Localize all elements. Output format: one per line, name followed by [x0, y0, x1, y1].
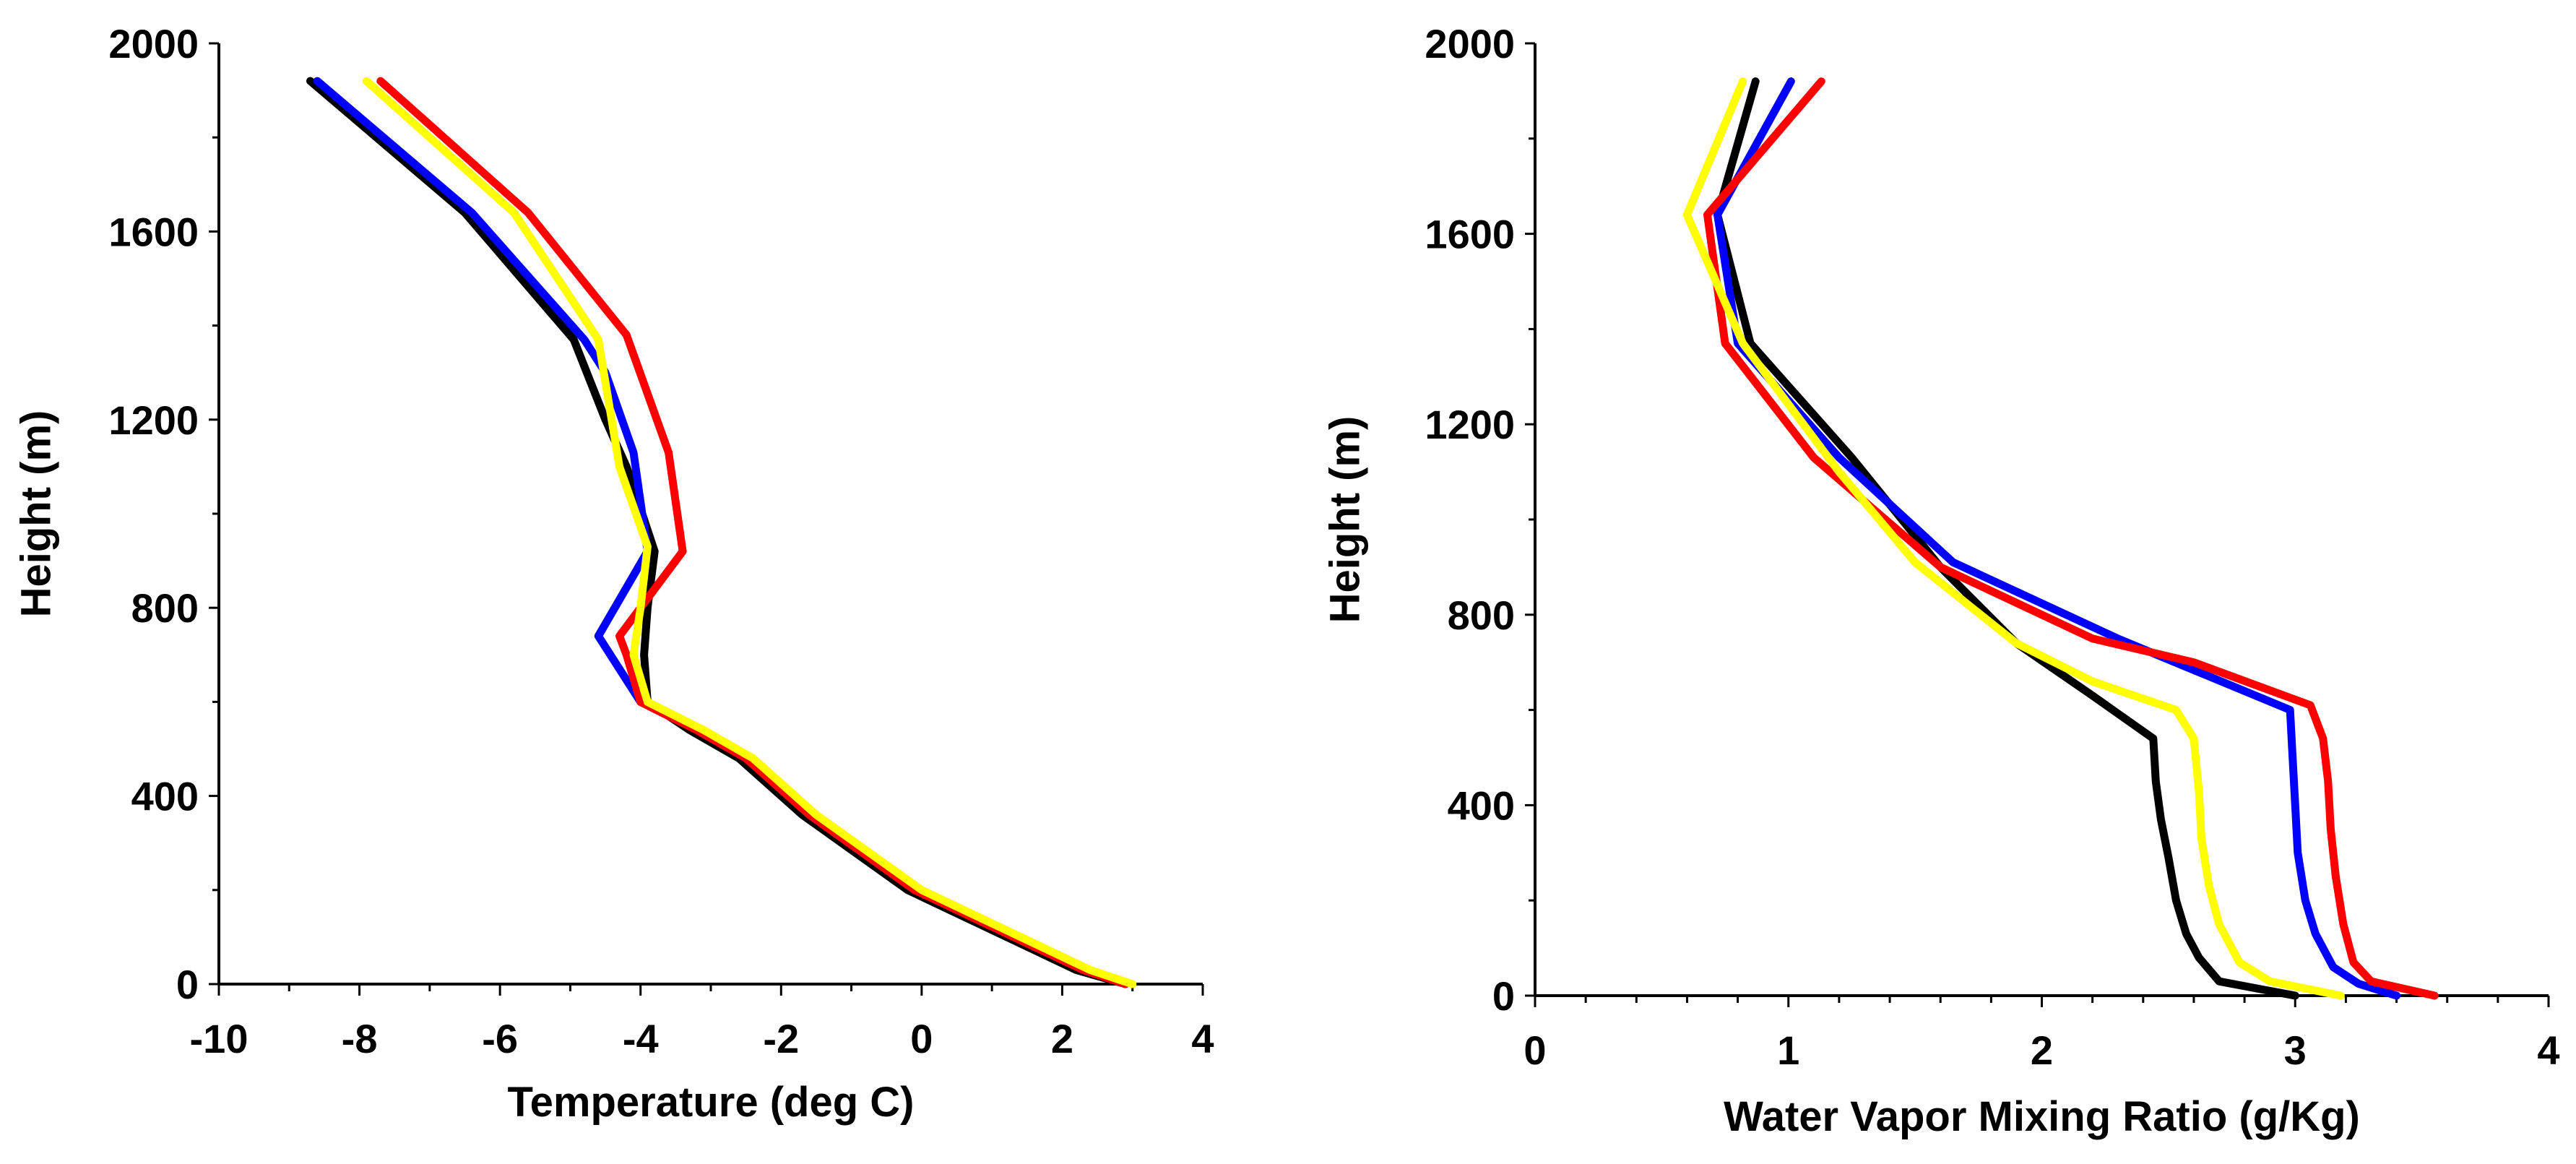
y-tick-label: 2000: [1425, 21, 1515, 66]
x-axis-title: Water Vapor Mixing Ratio (g/Kg): [1724, 1093, 2360, 1140]
x-tick-label: 3: [2284, 1027, 2307, 1073]
y-axis-title: Height (m): [1322, 416, 1369, 624]
y-tick-label: 2000: [108, 21, 199, 66]
mixing-ratio-profile-chart: 0 400 800 1200 1600 2000 0 1 2 3 4 Water Vapor Mixi…: [1322, 21, 2560, 1140]
x-tick-label: -8: [342, 1016, 378, 1061]
y-tick-label: 1200: [108, 397, 199, 443]
x-tick-label: 1: [1777, 1027, 1799, 1073]
x-tick-label: 2: [2031, 1027, 2053, 1073]
x-tick-label: 4: [1191, 1016, 1214, 1061]
x-tick-label: -4: [623, 1016, 659, 1061]
series-line-blue: [313, 77, 1130, 988]
x-tick-label: -10: [190, 1016, 248, 1061]
series-line-black: [1713, 77, 2299, 1000]
series-line-yellow: [362, 77, 1137, 988]
y-tick-label: 0: [1492, 973, 1515, 1019]
y-tick-label: 1600: [108, 209, 199, 254]
series-line-black: [306, 77, 1130, 988]
series-line-red: [376, 77, 1130, 988]
temperature-profile-chart: 0 400 800 1200 1600 2000 -10 -8 -6 -4 -2 0 2 4 Tempera…: [13, 21, 1214, 1126]
y-tick-label: 800: [1448, 592, 1515, 638]
series-line-blue: [1713, 77, 2401, 1000]
y-tick-label: 0: [176, 962, 199, 1007]
x-axis-title: Temperature (deg C): [508, 1079, 915, 1126]
y-tick-label: 400: [1448, 783, 1515, 828]
x-tick-label: 0: [910, 1016, 933, 1061]
x-tick-label: 4: [2537, 1027, 2559, 1073]
y-axis-title: Height (m): [13, 410, 60, 618]
x-tick-label: -2: [763, 1016, 799, 1061]
x-tick-label: 0: [1523, 1027, 1546, 1073]
y-tick-label: 1200: [1425, 402, 1515, 447]
y-tick-label: 1600: [1425, 212, 1515, 257]
y-tick-label: 400: [131, 774, 199, 819]
x-tick-label: -6: [482, 1016, 518, 1061]
series-line-red: [1703, 77, 2439, 1000]
series-line-yellow: [1682, 77, 2345, 1000]
x-tick-label: 2: [1051, 1016, 1073, 1061]
y-tick-label: 800: [131, 585, 199, 631]
